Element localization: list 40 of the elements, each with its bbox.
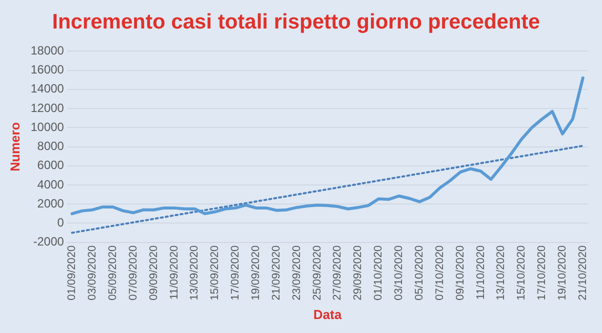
y-tick-label: 18000 xyxy=(30,44,64,58)
x-tick-label: 21/10/2020 xyxy=(576,245,589,300)
y-tick-label: 0 xyxy=(57,216,64,230)
x-tick-label: 23/09/2020 xyxy=(290,245,303,300)
y-axis-title: Numero xyxy=(7,122,22,172)
x-tick-label: 27/09/2020 xyxy=(332,245,344,300)
x-axis-title: Data xyxy=(313,306,342,322)
x-tick-label: 07/10/2020 xyxy=(434,245,446,300)
y-tick-label: 6000 xyxy=(37,158,64,172)
y-tick-label: 12000 xyxy=(30,100,64,115)
y-tick-label: 8000 xyxy=(37,139,64,154)
x-tick-label: 03/09/2020 xyxy=(86,245,99,300)
x-tick-label: 09/10/2020 xyxy=(454,245,466,300)
x-tick-label: 05/09/2020 xyxy=(106,245,119,300)
y-tick-label: 16000 xyxy=(30,62,64,77)
y-tick-label: 4000 xyxy=(37,177,64,192)
x-tick-label: 29/09/2020 xyxy=(352,245,364,300)
x-tick-label: 19/09/2020 xyxy=(250,245,262,300)
x-tick-label: 13/09/2020 xyxy=(188,245,201,300)
x-tick-label: 11/09/2020 xyxy=(168,245,180,300)
x-tick-label: 19/10/2020 xyxy=(556,245,568,300)
x-tick-label: 01/10/2020 xyxy=(372,245,385,300)
x-tick-label: 17/09/2020 xyxy=(230,245,242,300)
x-tick-label: 01/09/2020 xyxy=(66,245,78,300)
x-tick-label: 13/10/2020 xyxy=(495,245,508,300)
x-tick-label: 05/10/2020 xyxy=(413,245,426,300)
y-tick-label: 10000 xyxy=(30,120,64,134)
x-tick-label: 03/10/2020 xyxy=(393,245,406,300)
chart-title: Incremento casi totali rispetto giorno precedente xyxy=(52,10,540,34)
y-tick-label: 2000 xyxy=(37,196,64,210)
x-tick-label: 15/10/2020 xyxy=(516,245,528,300)
x-tick-label: 15/09/2020 xyxy=(209,245,222,300)
x-tick-label: 25/09/2020 xyxy=(311,245,324,300)
y-tick-label: 14000 xyxy=(30,82,64,96)
y-tick-label: -2000 xyxy=(33,234,64,249)
x-tick-label: 21/09/2020 xyxy=(270,245,282,300)
x-tick-label: 17/10/2020 xyxy=(536,245,548,300)
x-tick-label: 07/09/2020 xyxy=(127,245,140,300)
x-tick-label: 11/10/2020 xyxy=(474,245,487,300)
x-tick-label: 09/09/2020 xyxy=(148,245,160,300)
